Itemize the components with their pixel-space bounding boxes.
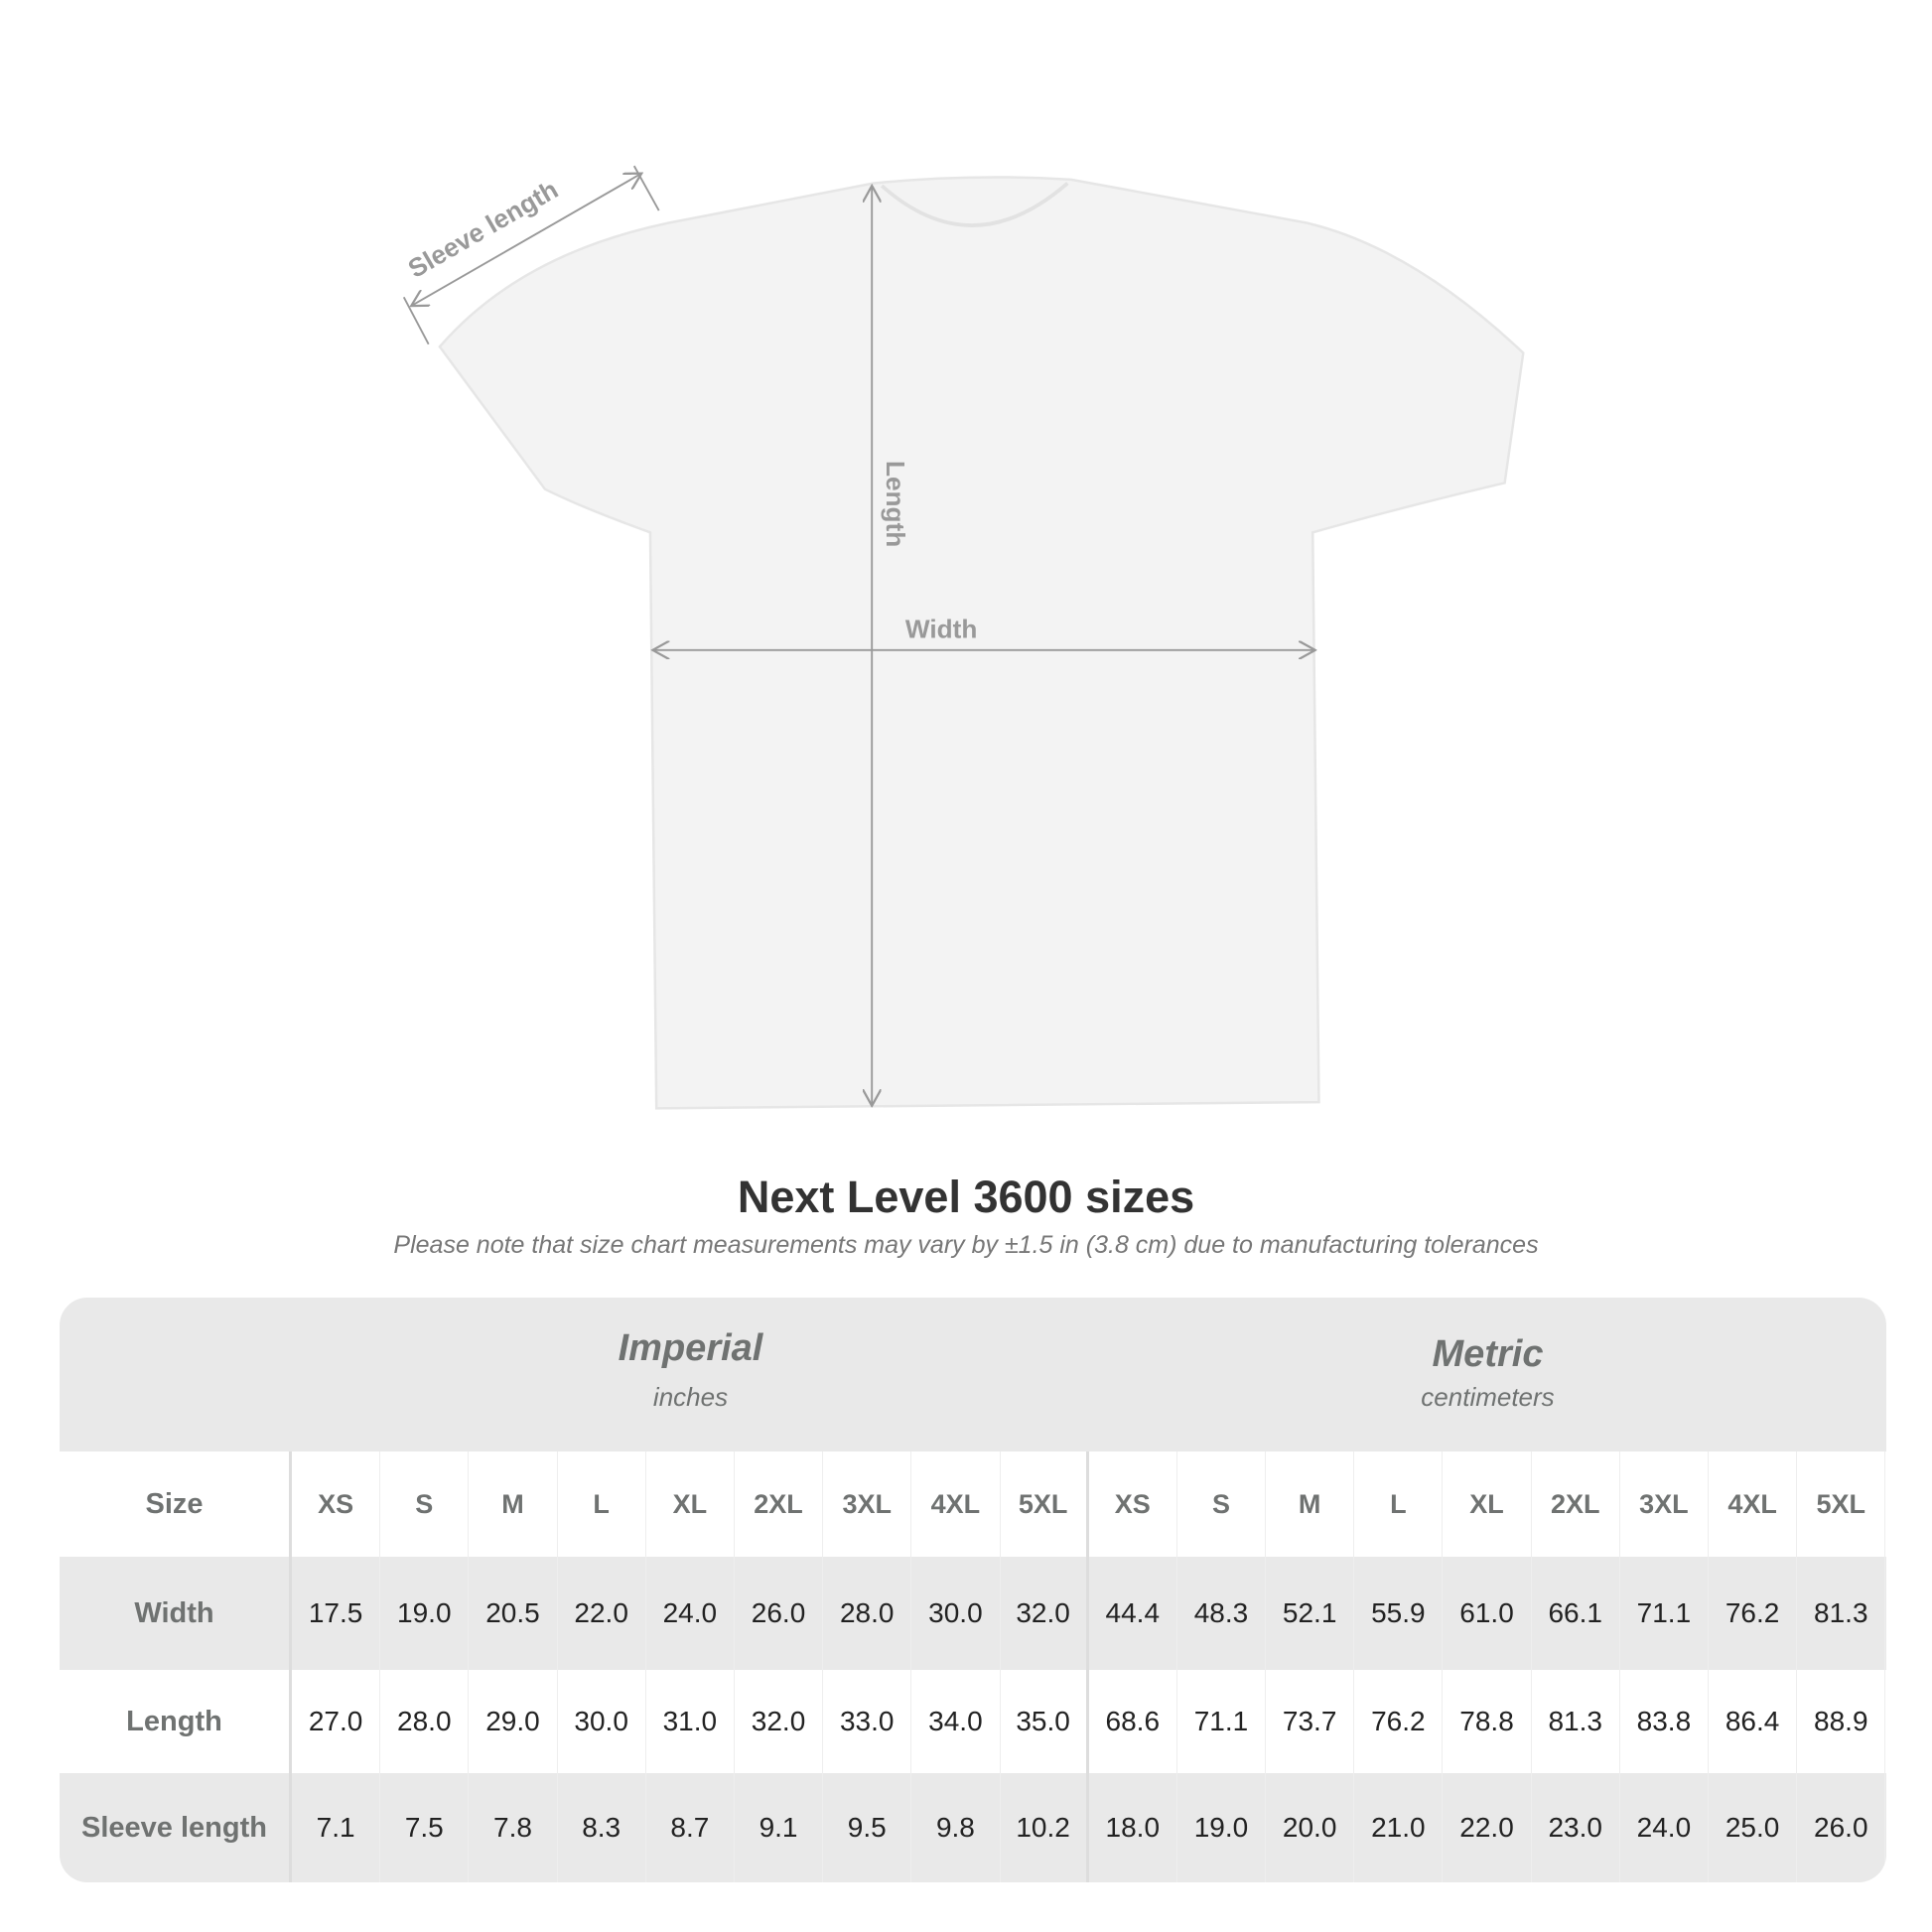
size-header-cell: 3XL [823,1451,912,1557]
size-header-cell: L [1354,1451,1444,1557]
table-cell: 9.8 [911,1773,1001,1882]
size-header-cell: 5XL [1001,1451,1089,1557]
imperial-unit: inches [652,1382,729,1412]
table-row-length: Length 27.0 28.0 29.0 30.0 31.0 32.0 33.0 34.0 35… [60,1670,1886,1773]
table-cell: 81.3 [1797,1557,1886,1670]
imperial-title: Imperial [618,1327,763,1369]
metric-unit: centimeters [1421,1382,1555,1412]
table-cell: 20.5 [469,1557,558,1670]
table-cell: 18.0 [1089,1773,1177,1882]
size-header-cell: L [558,1451,646,1557]
size-header-cell: 2XL [735,1451,824,1557]
table-cell: 34.0 [911,1670,1001,1773]
table-cell: 31.0 [646,1670,735,1773]
table-cell: 7.1 [292,1773,381,1882]
metric-header: Metric centimeters [1089,1333,1886,1413]
table-row-width: Width 17.5 19.0 20.5 22.0 24.0 26.0 28.0 30.0 32.… [60,1557,1886,1670]
tolerance-note: Please note that size chart measurements… [393,1231,1539,1259]
table-cell: 44.4 [1089,1557,1177,1670]
table-cell: 78.8 [1443,1670,1532,1773]
table-row-size: Size XS S M L XL 2XL 3XL 4XL 5XL XS S M L XL 2XL 3XL 4XL 5… [60,1451,1886,1557]
sleeve-arrow [411,174,641,306]
table-cell: 55.9 [1354,1557,1444,1670]
imperial-header: Imperial inches [292,1327,1089,1413]
table-cell: 9.1 [735,1773,824,1882]
table-cell: 83.8 [1620,1670,1709,1773]
table-cell: 26.0 [735,1557,824,1670]
page-title: Next Level 3600 sizes [737,1172,1195,1222]
table-cell: 76.2 [1354,1670,1444,1773]
table-cell: 66.1 [1532,1557,1620,1670]
table-cell: 8.3 [558,1773,646,1882]
table-cell: 30.0 [911,1557,1001,1670]
size-header-cell: 5XL [1797,1451,1886,1557]
table-cell: 32.0 [1001,1557,1089,1670]
table-cell: 73.7 [1266,1670,1355,1773]
tshirt-shape [438,176,1525,1110]
table-cell: 9.5 [823,1773,912,1882]
table-cell: 28.0 [823,1557,912,1670]
length-label: Length [881,461,910,547]
table-cell: 30.0 [558,1670,646,1773]
table-cell: 28.0 [380,1670,470,1773]
table-cell: 10.2 [1001,1773,1089,1882]
size-table: Imperial inches Metric centimeters Size X… [60,1298,1886,1882]
table-cell: 19.0 [380,1557,470,1670]
table-row-sleeve-length: Sleeve length 7.1 7.5 7.8 8.3 8.7 9.1 9.5 9.8 10.… [60,1773,1886,1882]
size-header-cell: 4XL [1709,1451,1798,1557]
table-cell: 71.1 [1177,1670,1267,1773]
size-header-cell: XS [1089,1451,1177,1557]
row-label: Sleeve length [60,1773,292,1882]
table-cell: 25.0 [1709,1773,1798,1882]
row-label: Length [60,1670,292,1773]
tshirt-diagram: Sleeve length Length Width [402,165,1525,1110]
table-cell: 86.4 [1709,1670,1798,1773]
table-cell: 20.0 [1266,1773,1355,1882]
table-cell: 17.5 [292,1557,381,1670]
table-cell: 22.0 [1443,1773,1532,1882]
table-cell: 22.0 [558,1557,646,1670]
size-header-cell: M [1266,1451,1355,1557]
size-header-cell: M [469,1451,558,1557]
size-header-cell: S [380,1451,470,1557]
row-label: Size [60,1451,292,1557]
table-cell: 27.0 [292,1670,381,1773]
row-label: Width [60,1557,292,1670]
table-cell: 32.0 [735,1670,824,1773]
table-cell: 33.0 [823,1670,912,1773]
table-cell: 19.0 [1177,1773,1267,1882]
table-cell: 81.3 [1532,1670,1620,1773]
size-header-cell: XL [1443,1451,1532,1557]
table-cell: 52.1 [1266,1557,1355,1670]
table-cell: 8.7 [646,1773,735,1882]
size-header-cell: 2XL [1532,1451,1620,1557]
metric-title: Metric [1432,1333,1544,1375]
table-cell: 29.0 [469,1670,558,1773]
table-cell: 24.0 [646,1557,735,1670]
table-cell: 7.5 [380,1773,470,1882]
table-cell: 61.0 [1443,1557,1532,1670]
table-cell: 88.9 [1797,1670,1886,1773]
table-cell: 21.0 [1354,1773,1444,1882]
table-cell: 71.1 [1620,1557,1709,1670]
size-header-cell: XL [646,1451,735,1557]
table-cell: 35.0 [1001,1670,1089,1773]
table-cell: 48.3 [1177,1557,1267,1670]
table-cell: 76.2 [1709,1557,1798,1670]
table-cell: 7.8 [469,1773,558,1882]
size-header-cell: S [1177,1451,1267,1557]
size-header-cell: 3XL [1620,1451,1709,1557]
unit-header [60,1298,1886,1451]
size-header-cell: 4XL [911,1451,1001,1557]
table-cell: 24.0 [1620,1773,1709,1882]
table-cell: 68.6 [1089,1670,1177,1773]
size-header-cell: XS [292,1451,381,1557]
table-cell: 23.0 [1532,1773,1620,1882]
table-cell: 26.0 [1797,1773,1886,1882]
width-label: Width [905,614,977,643]
